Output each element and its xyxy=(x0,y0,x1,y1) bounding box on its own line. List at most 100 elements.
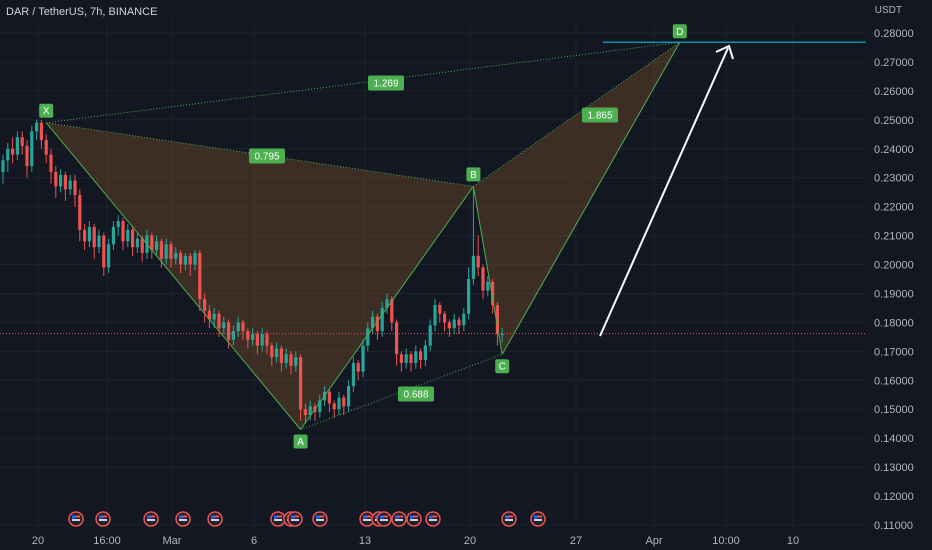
flag-stripe xyxy=(316,515,324,518)
candle-body xyxy=(20,137,24,146)
price-tick: 0.11000 xyxy=(874,520,913,532)
flag-stripe xyxy=(410,515,418,518)
point-label-c: C xyxy=(495,359,510,374)
price-tick: 0.17000 xyxy=(874,346,914,358)
ratio-box xyxy=(398,386,434,402)
candle-body xyxy=(217,313,221,329)
candle-body xyxy=(462,313,466,326)
candle-body xyxy=(351,362,355,387)
point-label-box xyxy=(672,24,687,39)
candle-body xyxy=(395,322,399,355)
candle-body xyxy=(140,238,144,253)
flag-stripe xyxy=(99,519,107,521)
price-tick: 0.22000 xyxy=(874,202,914,214)
candles xyxy=(1,119,504,424)
currency-label: USDT xyxy=(874,5,902,16)
economic-event-flag-icon xyxy=(95,511,111,527)
candle-body xyxy=(337,397,341,410)
projection-arrow xyxy=(599,47,729,337)
time-tick: 16:00 xyxy=(93,535,121,547)
economic-event-flag-icon xyxy=(406,511,422,527)
time-tick: Apr xyxy=(645,535,662,547)
flag-stripe xyxy=(380,515,388,518)
economic-event-flag-icon xyxy=(207,511,223,527)
flag-canton xyxy=(211,515,215,519)
flag-stripe xyxy=(316,519,324,521)
price-tick: 0.20000 xyxy=(874,260,914,272)
ratio-label: 0.688 xyxy=(398,386,434,402)
flag-stripe xyxy=(274,515,282,518)
time-tick: 10 xyxy=(787,535,799,547)
price-tick: 0.15000 xyxy=(874,404,914,416)
candle-body xyxy=(467,279,471,314)
flag-stripe xyxy=(429,519,437,521)
flag-canton xyxy=(505,515,509,519)
candle-body xyxy=(63,174,67,190)
candle-body xyxy=(347,386,351,407)
candle-body xyxy=(54,171,58,187)
candle-body xyxy=(390,299,394,323)
flag-stripe xyxy=(363,515,371,518)
price-tick: 0.14000 xyxy=(874,433,914,445)
candle-body xyxy=(68,180,72,190)
candle-body xyxy=(97,235,101,248)
economic-event-flag-icon xyxy=(287,511,303,527)
point-label-box xyxy=(495,359,510,374)
flag-stripe xyxy=(147,519,155,521)
ratio-box xyxy=(249,148,285,164)
candle-body xyxy=(49,154,53,172)
time-tick: 10:00 xyxy=(712,535,740,547)
candle-body xyxy=(159,241,163,259)
economic-event-flag-icon xyxy=(501,511,517,527)
pattern-leg-AB xyxy=(300,186,474,430)
candle-body xyxy=(35,122,39,132)
candle-body xyxy=(265,333,269,346)
flag-canton xyxy=(410,515,414,519)
candle-body xyxy=(126,229,130,242)
candle-body xyxy=(30,131,34,167)
point-label-d: D xyxy=(672,24,687,39)
ratio-label: 1.865 xyxy=(582,107,618,123)
candle-body xyxy=(318,400,322,413)
candle-body xyxy=(380,307,384,332)
candle-body xyxy=(366,328,370,346)
point-label-text: B xyxy=(470,170,477,181)
candle-body xyxy=(131,229,135,248)
point-label-x: X xyxy=(39,103,54,118)
candle-body xyxy=(404,354,408,363)
candle-body xyxy=(212,313,216,320)
candle-body xyxy=(25,145,29,167)
time-tick: 20 xyxy=(464,535,476,547)
harmonic-pattern[interactable] xyxy=(46,42,680,430)
ratio-box xyxy=(368,75,404,91)
time-tick: 27 xyxy=(570,535,582,547)
candle-body xyxy=(203,299,207,311)
candle-body xyxy=(222,322,226,329)
flag-stripe xyxy=(72,519,80,521)
flag-stripe xyxy=(72,515,80,518)
candle-body xyxy=(270,345,274,358)
ratio-text: 1.865 xyxy=(587,111,612,122)
candle-body xyxy=(169,244,173,259)
annotations: XABCD0.7950.6881.8651.2690.276830.176115… xyxy=(0,24,920,527)
ratio-text: 0.795 xyxy=(254,152,279,163)
candle-body xyxy=(361,345,365,372)
candle-body xyxy=(183,255,187,265)
axes: 0.28000 0.27000 0.26000 0.25000 0.24000 0.230… xyxy=(32,0,932,550)
point-label-text: A xyxy=(297,437,304,448)
candle-body xyxy=(471,255,475,279)
candle-body xyxy=(409,354,413,363)
candle-body xyxy=(111,226,115,245)
candle-body xyxy=(399,354,403,363)
candle-body xyxy=(457,319,461,326)
economic-event-flag-icon xyxy=(270,511,286,527)
candle-body xyxy=(179,252,183,265)
pattern-triangle-xab xyxy=(46,122,474,430)
price-tick: 0.27000 xyxy=(874,57,914,69)
candle-body xyxy=(428,325,432,346)
candle-body xyxy=(500,333,504,335)
point-label-text: C xyxy=(499,362,506,373)
flag-stripe xyxy=(505,519,513,521)
price-tick: 0.23000 xyxy=(874,173,914,185)
